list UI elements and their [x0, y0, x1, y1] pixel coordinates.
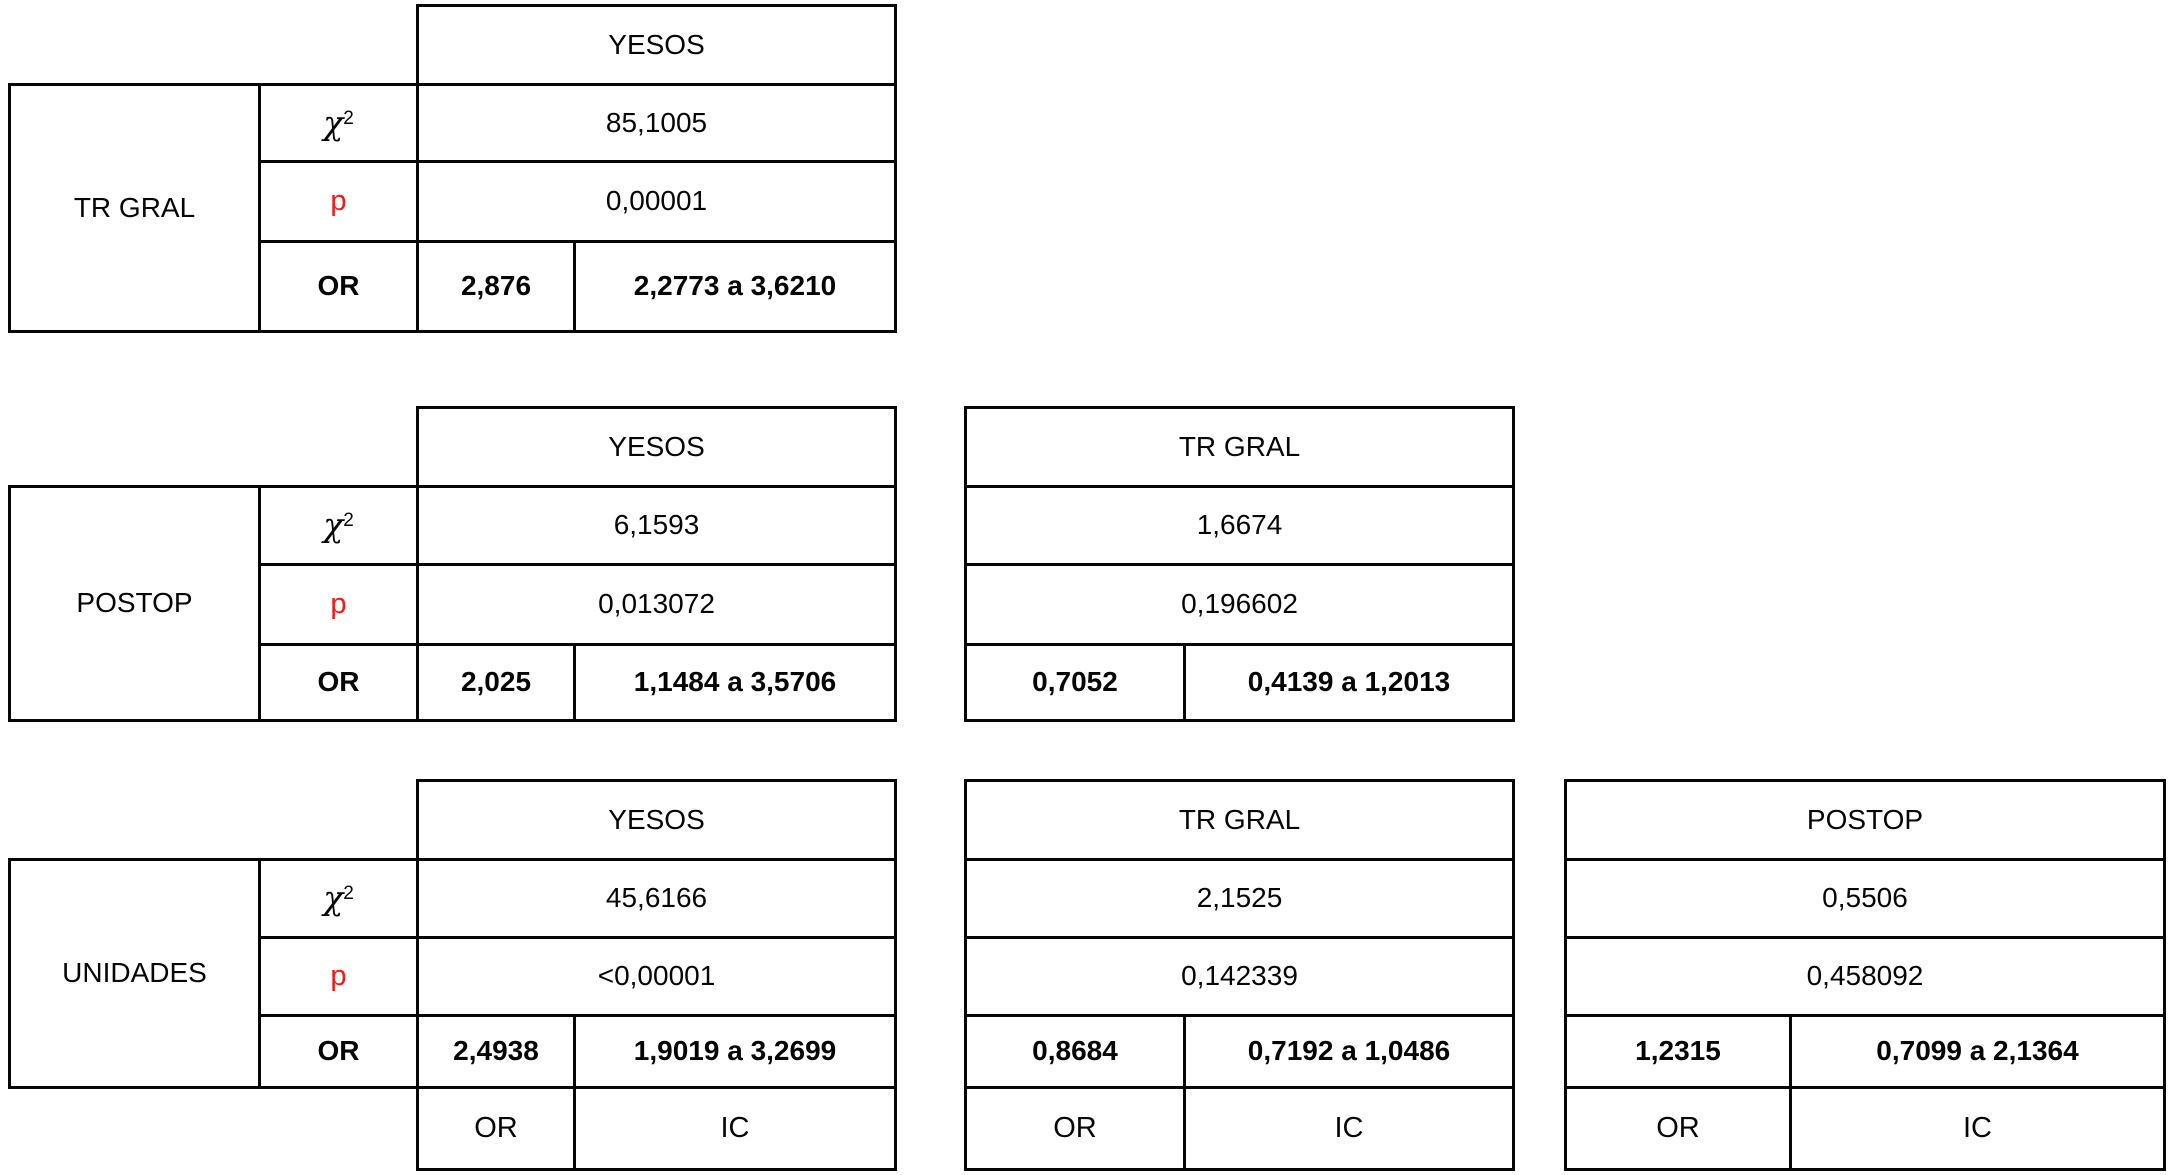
chi2-label-cell: χ2 [258, 858, 419, 939]
ic-value-cell: 1,1484 a 3,5706 [572, 643, 898, 722]
p-value-cell: <0,00001 [415, 936, 898, 1017]
chi-symbol: χ [323, 102, 344, 142]
chi2-label-cell: χ2 [258, 485, 419, 566]
chi2-label-cell: χ2 [258, 83, 419, 163]
spacer-cell [10, 1088, 418, 1170]
p-value-cell: 0,00001 [415, 160, 898, 243]
chi2-value-cell: 0,5506 [1564, 858, 2166, 939]
column-header-cell: POSTOP [1564, 779, 2166, 861]
unidades-postop-table: POSTOP 0,5506 0,458092 1,2315 0,7099 a 2… [1564, 779, 2166, 1171]
or-value-cell: 2,4938 [416, 1014, 576, 1089]
chi-exponent: 2 [343, 510, 354, 532]
column-header-cell: TR GRAL [963, 779, 1516, 861]
or-value-cell: 1,2315 [1564, 1014, 1792, 1089]
spacer-cell [10, 6, 418, 85]
column-header-cell: YESOS [415, 779, 898, 861]
chi-exponent: 2 [343, 107, 354, 129]
postop-trgral-table: TR GRAL 1,6674 0,196602 0,7052 0,4139 a … [963, 406, 1516, 722]
chi-symbol: χ [323, 878, 344, 918]
chi2-value-cell: 45,6166 [415, 858, 898, 939]
row-label-cell: POSTOP [8, 485, 261, 722]
ic-value-cell: 0,7192 a 1,0486 [1182, 1014, 1516, 1089]
chi2-value-cell: 6,1593 [415, 485, 898, 566]
ic-value-cell: 2,2773 a 3,6210 [572, 240, 898, 333]
p-label-cell: p [258, 563, 419, 646]
chi2-value-cell: 2,1525 [963, 858, 1516, 939]
or-value-cell: 2,876 [416, 240, 576, 333]
p-value-cell: 0,458092 [1564, 936, 2166, 1017]
column-header-cell: YESOS [415, 4, 898, 86]
or-value-cell: 0,7052 [964, 643, 1186, 722]
chi-symbol: χ [323, 505, 344, 545]
or-value-cell: 2,025 [416, 643, 576, 722]
spacer-cell [10, 781, 418, 860]
p-label-cell: p [258, 160, 419, 243]
column-header-cell: TR GRAL [963, 406, 1516, 488]
ic-value-cell: 0,7099 a 2,1364 [1789, 1014, 2166, 1089]
or-label-cell: OR [258, 240, 419, 333]
footer-ic-cell: IC [1182, 1086, 1516, 1171]
or-label-cell: OR [258, 643, 419, 722]
footer-ic-cell: IC [1789, 1086, 2166, 1171]
unidades-trgral-table: TR GRAL 2,1525 0,142339 0,8684 0,7192 a … [963, 779, 1516, 1171]
chi2-value-cell: 1,6674 [963, 485, 1516, 566]
unidades-yesos-table: YESOS UNIDADES χ2 45,6166 p <0,00001 OR … [8, 779, 898, 1171]
trgral-table: YESOS TR GRAL χ2 85,1005 p 0,00001 OR 2,… [8, 4, 898, 333]
p-value-cell: 0,013072 [415, 563, 898, 646]
row-label-cell: TR GRAL [8, 83, 261, 333]
chi-exponent: 2 [343, 883, 354, 905]
column-header-cell: YESOS [415, 406, 898, 488]
ic-value-cell: 0,4139 a 1,2013 [1182, 643, 1516, 722]
p-value-cell: 0,196602 [963, 563, 1516, 646]
footer-ic-cell: IC [572, 1086, 898, 1171]
chi2-value-cell: 85,1005 [415, 83, 898, 163]
postop-yesos-table: YESOS POSTOP χ2 6,1593 p 0,013072 OR 2,0… [8, 406, 898, 722]
or-label-cell: OR [258, 1014, 419, 1089]
spacer-cell [10, 408, 418, 487]
ic-value-cell: 1,9019 a 3,2699 [572, 1014, 898, 1089]
row-label-cell: UNIDADES [8, 858, 261, 1089]
p-label-cell: p [258, 936, 419, 1017]
footer-or-cell: OR [964, 1086, 1186, 1171]
or-value-cell: 0,8684 [964, 1014, 1186, 1089]
footer-or-cell: OR [416, 1086, 576, 1171]
p-value-cell: 0,142339 [963, 936, 1516, 1017]
footer-or-cell: OR [1564, 1086, 1792, 1171]
